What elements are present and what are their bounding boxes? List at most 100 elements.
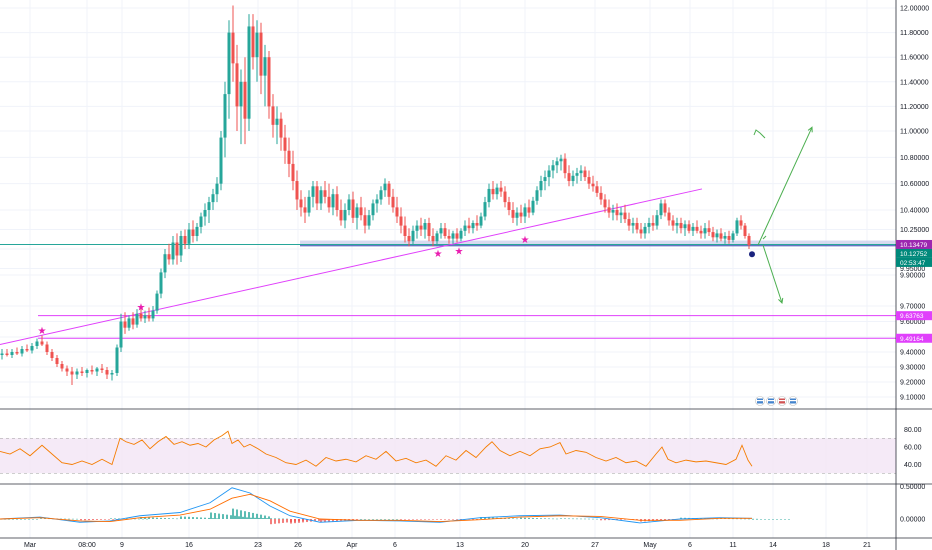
candle-body — [227, 32, 231, 95]
candle-body — [635, 223, 639, 230]
candle-body — [151, 310, 155, 319]
price-tick-label[interactable]: 9.70000 — [900, 304, 925, 311]
macd-histogram-bar — [164, 518, 166, 519]
time-tick-label[interactable]: 18 — [822, 542, 830, 549]
time-tick-label[interactable]: 08:00 — [78, 542, 96, 549]
candle-body — [135, 313, 139, 325]
macd-histogram-bar — [256, 513, 258, 519]
macd-histogram-bar — [180, 516, 182, 519]
price-axis[interactable]: 12.00000 11.80000 11.60000 11.40000 11.20000… — [900, 6, 929, 524]
candle-body — [127, 318, 131, 328]
price-tick-label[interactable]: 11.00000 — [900, 129, 929, 136]
price-tick-label[interactable]: 10.80000 — [900, 155, 929, 162]
time-tick-label[interactable]: 20 — [521, 542, 529, 549]
time-tick-label[interactable]: May — [643, 542, 657, 549]
rsi-tick-label[interactable]: 40.00 — [904, 462, 922, 469]
time-tick-label[interactable]: 6 — [688, 542, 692, 549]
candle-body — [275, 118, 279, 125]
time-tick-label[interactable]: 27 — [591, 542, 599, 549]
candle-body — [90, 370, 94, 372]
candle-body — [563, 158, 567, 174]
time-tick-label[interactable]: 21 — [863, 542, 871, 549]
candle-body — [391, 196, 395, 208]
macd-histogram-bar — [138, 518, 140, 520]
projection-arrows[interactable] — [749, 126, 813, 304]
time-tick-label[interactable]: 26 — [294, 542, 302, 549]
time-tick-label[interactable]: 9 — [120, 542, 124, 549]
price-tick-label[interactable]: 11.80000 — [900, 30, 929, 37]
trendline-line[interactable] — [0, 188, 703, 345]
time-tick-label[interactable]: 14 — [769, 542, 777, 549]
candle-body — [519, 212, 523, 217]
candle-body — [70, 371, 74, 375]
macd-tick-label[interactable]: 0.00000 — [900, 517, 925, 524]
time-tick-label[interactable]: 23 — [254, 542, 262, 549]
projection-line[interactable] — [757, 127, 813, 246]
price-tick-label[interactable]: 9.60000 — [900, 319, 925, 326]
macd-histogram-bar — [192, 517, 194, 519]
macd-histogram-bar — [352, 519, 354, 521]
macd-histogram-bar — [80, 519, 82, 521]
candle-body — [403, 225, 407, 236]
price-tick-label[interactable]: 9.90000 — [900, 273, 925, 280]
price-tick-label[interactable]: 11.40000 — [900, 79, 929, 86]
macd-histogram-bar — [556, 518, 558, 520]
time-tick-label[interactable]: Mar — [24, 542, 37, 549]
price-tick-label[interactable]: 9.30000 — [900, 365, 925, 372]
time-tick-label[interactable]: Apr — [347, 542, 359, 549]
macd-histogram-bar — [508, 518, 510, 519]
macd-histogram-bar — [596, 518, 598, 520]
candle-body — [387, 183, 391, 197]
candle-body — [495, 187, 499, 195]
macd-histogram-bar — [768, 519, 770, 520]
rsi-tick-label[interactable]: 60.00 — [904, 445, 922, 452]
macd-histogram-bar — [226, 514, 228, 519]
time-axis[interactable]: Mar 08:00 9 16 23 26 Apr 6 13 20 27 May 6 11 14 18 21 — [24, 542, 871, 549]
candle-body — [595, 186, 599, 193]
macd-histogram-bar — [760, 519, 762, 520]
trendline[interactable] — [0, 188, 703, 345]
candle-body — [251, 26, 255, 58]
candle-body — [105, 370, 109, 375]
price-tick-label[interactable]: 9.10000 — [900, 395, 925, 402]
macd-histogram-bar — [440, 519, 442, 520]
price-tick-label[interactable]: 9.40000 — [900, 350, 925, 357]
candle-body — [351, 199, 355, 218]
time-tick-label[interactable]: 16 — [185, 542, 193, 549]
rsi-tick-label[interactable]: 80.00 — [904, 427, 922, 434]
candle-body — [427, 223, 431, 236]
candle-body — [255, 32, 259, 58]
candle-body — [383, 183, 387, 191]
candle-body — [651, 223, 655, 226]
candle-body — [119, 321, 123, 348]
star-marker: ★ — [521, 235, 530, 246]
price-tick-label[interactable]: 12.00000 — [900, 6, 929, 13]
macd-histogram-bar — [230, 515, 232, 519]
macd-tick-label[interactable]: 0.50000 — [900, 484, 925, 491]
candle-body — [439, 228, 443, 234]
price-tick-label[interactable]: 9.20000 — [900, 380, 925, 387]
macd-histogram-bar — [564, 518, 566, 520]
price-tick-label[interactable]: 10.25000 — [900, 227, 929, 234]
time-tick-label[interactable]: 6 — [393, 542, 397, 549]
candle-body — [211, 194, 215, 203]
candle-body — [295, 181, 299, 200]
macd-histogram-bar — [448, 519, 450, 520]
price-tick-label[interactable]: 10.40000 — [900, 208, 929, 215]
price-tick-label[interactable]: 11.20000 — [900, 104, 929, 111]
price-tag-bg — [896, 239, 932, 249]
time-tick-label[interactable]: 11 — [729, 542, 736, 549]
price-tick-label[interactable]: 9.95000 — [900, 266, 925, 273]
candle-body — [95, 368, 99, 372]
macd-histogram-bar — [274, 519, 276, 524]
time-tick-label[interactable]: 13 — [456, 542, 464, 549]
projection-line[interactable] — [762, 244, 783, 304]
candle-body — [423, 223, 427, 230]
macd-histogram-bar — [544, 518, 546, 519]
price-tick-label[interactable]: 11.60000 — [900, 55, 929, 62]
macd-histogram-bar — [160, 517, 162, 519]
price-tick-label[interactable]: 10.60000 — [900, 181, 929, 188]
macd-histogram-bar — [432, 519, 434, 520]
